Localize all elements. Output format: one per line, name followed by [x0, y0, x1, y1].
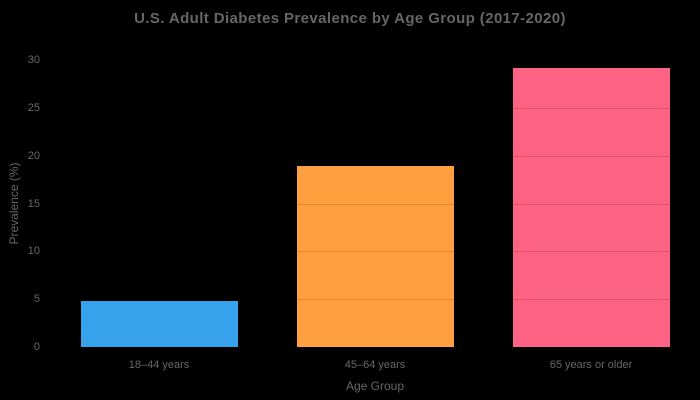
bar[interactable] [80, 301, 238, 347]
gridline [51, 299, 699, 301]
y-tick-label: 0 [33, 341, 40, 353]
gridline [51, 107, 699, 109]
plot-area [51, 60, 699, 347]
bar[interactable] [296, 166, 454, 347]
x-tick-label: 18–44 years [128, 359, 190, 371]
x-axis-title: Age Group [345, 379, 405, 393]
y-tick-label: 5 [33, 293, 40, 306]
y-tick-label: 20 [27, 149, 40, 162]
gridline [51, 251, 699, 253]
chart-title: U.S. Adult Diabetes Prevalence by Age Gr… [134, 10, 566, 27]
gridline [51, 60, 699, 61]
y-tick-label: 10 [27, 245, 40, 258]
y-tick-label: 30 [27, 54, 40, 66]
gridline [51, 155, 699, 157]
y-tick-label: 15 [27, 197, 40, 210]
gridline [51, 203, 699, 205]
x-tick-label: 45–64 years [344, 359, 406, 371]
y-tick-label: 25 [27, 101, 40, 114]
x-tick-label: 65 years or older [549, 359, 633, 371]
bar[interactable] [512, 67, 670, 347]
